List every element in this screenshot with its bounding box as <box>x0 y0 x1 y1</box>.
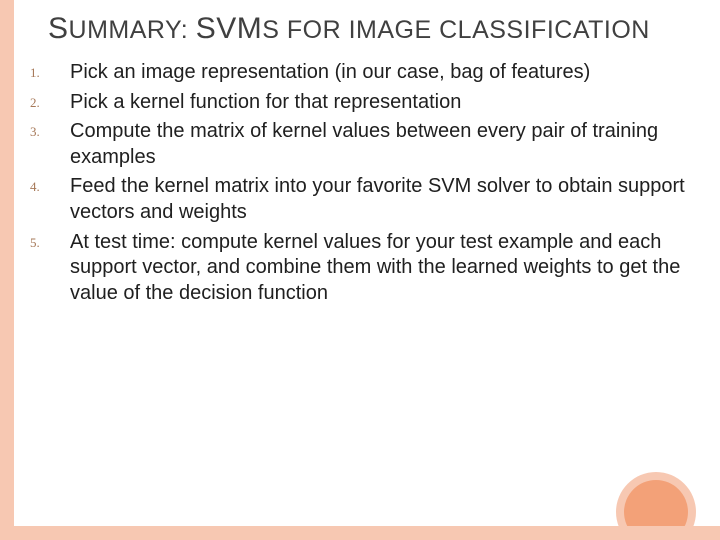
title-word-3: FOR <box>287 16 341 44</box>
title-word-4: IMAGE <box>349 16 432 44</box>
list-text: Pick a kernel function for that represen… <box>70 90 461 116</box>
list-number: 1. <box>30 60 70 81</box>
list-text: Feed the kernel matrix into your favorit… <box>70 174 690 225</box>
list-text: At test time: compute kernel values for … <box>70 230 690 307</box>
title-cap-1: S <box>48 12 69 45</box>
ordered-list: 1. Pick an image representation (in our … <box>30 60 690 310</box>
list-text: Compute the matrix of kernel values betw… <box>70 119 690 170</box>
list-item: 1. Pick an image representation (in our … <box>30 60 690 86</box>
title-word-5: CLASSIFICATION <box>439 16 650 44</box>
slide-title: SUMMARY: SVMS FOR IMAGE CLASSIFICATION <box>48 12 700 46</box>
list-number: 4. <box>30 174 70 195</box>
list-item: 2. Pick a kernel function for that repre… <box>30 90 690 116</box>
list-item: 3. Compute the matrix of kernel values b… <box>30 119 690 170</box>
list-number: 2. <box>30 90 70 111</box>
title-word-1: UMMARY <box>69 16 181 44</box>
list-number: 3. <box>30 119 70 140</box>
title-sep: : <box>181 16 196 44</box>
list-item: 4. Feed the kernel matrix into your favo… <box>30 174 690 225</box>
list-item: 5. At test time: compute kernel values f… <box>30 230 690 307</box>
title-word-2: S <box>262 16 279 44</box>
bottom-accent-bar <box>0 526 720 540</box>
title-cap-2: SVM <box>196 12 263 45</box>
left-accent-bar <box>0 0 14 540</box>
list-number: 5. <box>30 230 70 251</box>
list-text: Pick an image representation (in our cas… <box>70 60 590 86</box>
